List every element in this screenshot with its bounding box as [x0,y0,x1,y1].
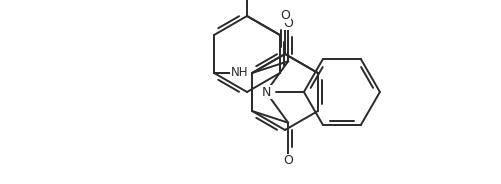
Text: O: O [283,154,293,167]
Text: O: O [283,17,293,30]
Text: N: N [262,86,271,98]
Text: NH: NH [230,66,247,79]
Text: O: O [280,9,290,22]
